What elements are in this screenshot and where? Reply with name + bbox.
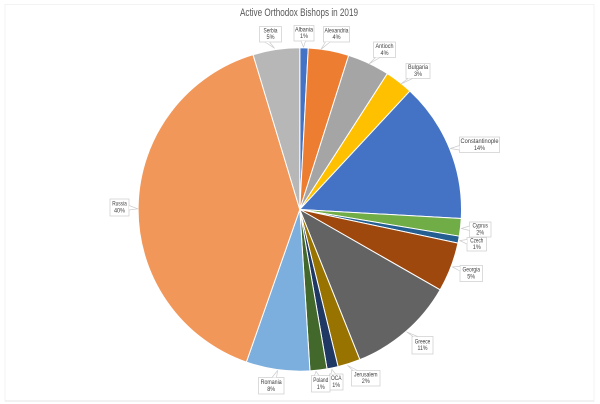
- svg-text:2%: 2%: [362, 378, 370, 385]
- svg-text:Bulgaria: Bulgaria: [408, 64, 428, 71]
- svg-text:Antioch: Antioch: [376, 43, 394, 50]
- svg-text:11%: 11%: [418, 345, 428, 352]
- svg-text:Alexandria: Alexandria: [325, 27, 349, 34]
- svg-text:Czech: Czech: [470, 237, 483, 244]
- svg-text:4%: 4%: [381, 50, 389, 57]
- svg-text:1%: 1%: [317, 384, 325, 391]
- svg-text:1%: 1%: [332, 382, 340, 389]
- svg-text:5%: 5%: [267, 34, 275, 41]
- svg-text:3%: 3%: [414, 71, 422, 78]
- svg-text:1%: 1%: [473, 244, 481, 251]
- svg-text:Georgia: Georgia: [462, 267, 480, 274]
- svg-text:Albania: Albania: [295, 26, 313, 33]
- svg-text:Poland: Poland: [313, 377, 328, 384]
- svg-text:Romania: Romania: [261, 379, 282, 386]
- svg-text:Active Orthodox Bishops in 201: Active Orthodox Bishops in 2019: [240, 7, 358, 19]
- svg-text:4%: 4%: [333, 34, 341, 41]
- svg-text:Cyprus: Cyprus: [472, 223, 488, 230]
- svg-text:2%: 2%: [476, 230, 484, 237]
- svg-text:Constantinople: Constantinople: [461, 138, 499, 145]
- svg-text:14%: 14%: [474, 145, 485, 152]
- svg-text:OCA: OCA: [331, 375, 342, 382]
- svg-text:40%: 40%: [114, 208, 125, 215]
- svg-text:Serbia: Serbia: [264, 27, 278, 34]
- svg-text:Russia: Russia: [112, 201, 127, 208]
- svg-text:Jerusalem: Jerusalem: [354, 371, 378, 378]
- svg-text:1%: 1%: [300, 33, 308, 40]
- svg-text:Greece: Greece: [415, 338, 431, 345]
- svg-text:8%: 8%: [267, 386, 275, 393]
- svg-text:5%: 5%: [467, 274, 475, 281]
